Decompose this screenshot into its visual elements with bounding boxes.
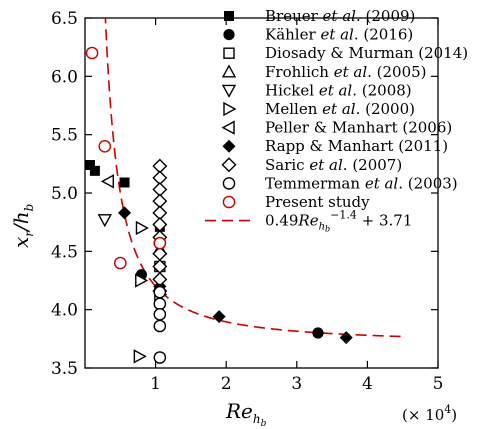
legend-label-0: Breuer et al. (2009)	[265, 7, 415, 25]
legend-marker-1	[223, 28, 235, 41]
data-point-7-0	[118, 206, 132, 220]
x-tick-label-3: 4	[362, 374, 373, 394]
legend-label-7: Rapp & Manhart (2011)	[265, 137, 448, 155]
data-point-7-2	[212, 310, 226, 324]
legend-marker-6	[221, 120, 235, 135]
legend-entry-8: Saric et al. (2007)	[221, 156, 402, 174]
legend-label-4: Hickel et al. (2008)	[265, 81, 412, 99]
x-tick-label-0: 1	[150, 374, 161, 394]
y-tick-label-0: 3.5	[51, 359, 78, 379]
legend-label-2: Diosady & Murman (2014)	[265, 44, 468, 62]
data-point-7-3	[339, 331, 353, 345]
legend-marker-10	[222, 195, 236, 209]
legend-entry-fit: 0.49Rehb−1.4 + 3.71	[205, 209, 412, 234]
legend-entry-10: Present study	[222, 193, 370, 211]
legend-entry-6: Peller & Manhart (2006)	[221, 119, 452, 137]
x-scale-note-exp: 4	[444, 403, 451, 416]
series-4	[97, 214, 112, 228]
y-tick-label-6: 6.5	[51, 9, 78, 29]
data-point-6-0	[100, 174, 114, 189]
data-markers	[84, 46, 353, 364]
legend-marker-7	[222, 139, 236, 153]
legend-label-9: Temmerman et al. (2003)	[265, 174, 458, 192]
data-point-10-1	[98, 140, 112, 153]
data-point-9-2	[153, 297, 167, 311]
legend-entry-1: Kähler et al. (2016)	[223, 26, 413, 44]
legend-label-10: Present study	[265, 193, 370, 211]
y-axis-title-sub: r	[22, 230, 36, 237]
legend: Breuer et al. (2009)Kähler et al. (2016)…	[205, 7, 468, 234]
x-axis-title-main: Re	[225, 399, 253, 423]
legend-label-3: Frohlich et al. (2005)	[265, 63, 427, 81]
legend-entry-0: Breuer et al. (2009)	[224, 7, 415, 25]
series-0	[84, 160, 165, 232]
y-tick-label-1: 4.0	[51, 301, 78, 321]
data-point-1-2	[312, 327, 324, 339]
y-axis-title-div-sub: b	[22, 204, 36, 212]
legend-label-8: Saric et al. (2007)	[265, 156, 402, 174]
legend-label-1: Kähler et al. (2016)	[265, 26, 413, 44]
x-scale-note: (× 104)	[402, 403, 457, 424]
data-point-4-0	[97, 214, 112, 228]
series-10	[85, 46, 167, 270]
axis-ticks	[85, 17, 439, 369]
x-axis-title-subsub: b	[261, 419, 267, 429]
data-point-0-2	[119, 177, 130, 188]
legend-marker-5	[223, 101, 237, 117]
data-point-9-3	[153, 308, 167, 321]
legend-entry-9: Temmerman et al. (2003)	[222, 174, 458, 192]
legend-entry-3: Frohlich et al. (2005)	[221, 63, 427, 81]
x-scale-note-close: )	[451, 406, 457, 424]
x-tick-label-2: 3	[291, 374, 302, 394]
legend-marker-3	[221, 64, 237, 78]
y-tick-label-3: 5.0	[51, 184, 78, 204]
legend-label-5: Mellen et al. (2000)	[265, 100, 415, 118]
y-tick-label-2: 4.5	[51, 242, 78, 262]
data-point-0-0	[84, 160, 95, 170]
y-axis-title-div: /h	[9, 211, 33, 233]
legend-label-6: Peller & Manhart (2006)	[265, 119, 452, 137]
y-tick-label-5: 6.0	[51, 67, 78, 87]
x-axis-title-sub: h	[253, 412, 261, 426]
x-axis-title: Rehb	[225, 399, 267, 429]
data-point-0-1	[89, 165, 100, 176]
legend-marker-2	[223, 47, 235, 59]
y-axis-title-main: x	[9, 237, 33, 248]
legend-marker-8	[221, 157, 237, 173]
x-tick-label-1: 2	[221, 374, 232, 394]
x-tick-label-4: 5	[433, 374, 444, 394]
data-point-10-2	[114, 256, 127, 270]
series-6	[100, 174, 114, 189]
y-tick-label-4: 5.5	[51, 126, 78, 146]
data-point-10-0	[85, 46, 99, 60]
legend-label-fit: 0.49Rehb−1.4 + 3.71	[265, 209, 412, 234]
legend-entry-2: Diosady & Murman (2014)	[223, 44, 468, 62]
data-point-9-4	[153, 319, 167, 333]
legend-entry-7: Rapp & Manhart (2011)	[222, 137, 448, 155]
legend-entry-4: Hickel et al. (2008)	[221, 81, 412, 99]
axis-tick-labels: 1 2 3 4 5 3.5 4.0 4.5 5.0 5.5 6.0 6.5	[51, 9, 443, 394]
legend-entry-5: Mellen et al. (2000)	[223, 100, 415, 118]
data-point-9-1	[153, 285, 167, 299]
data-point-10-3	[153, 236, 167, 250]
x-scale-note-main: (× 10	[402, 406, 444, 424]
legend-marker-9	[222, 177, 236, 190]
data-point-5-0	[133, 349, 147, 364]
data-point-9-5	[153, 351, 167, 364]
data-point-5-1	[135, 273, 149, 288]
legend-marker-0	[224, 11, 234, 21]
data-point-5-2	[135, 220, 149, 236]
y-axis-title: xr/hb	[9, 204, 36, 248]
legend-marker-4	[221, 84, 237, 98]
